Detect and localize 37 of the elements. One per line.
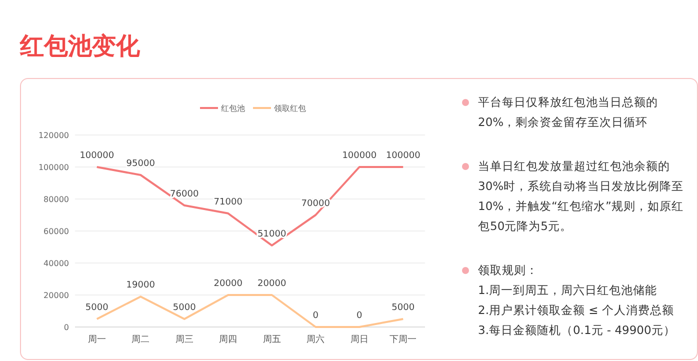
legend-label: 红包池 (221, 104, 245, 113)
x-tick-label: 周一 (88, 334, 106, 345)
legend-label: 领取红包 (274, 104, 306, 113)
data-label: 71000 (214, 197, 243, 208)
x-tick-label: 下周一 (390, 334, 417, 345)
x-tick-label: 周三 (175, 334, 194, 345)
x-tick-label: 周五 (262, 334, 281, 345)
data-label: 5000 (85, 303, 109, 313)
text: 平台每日仅释放红包池当日总额的20%，剩余资金留存至次日循环 (478, 95, 658, 129)
data-label: 20000 (214, 279, 243, 289)
chart-title: 红包池变化 (20, 31, 140, 62)
x-tick-label: 周日 (350, 334, 368, 345)
data-label: 95000 (126, 159, 156, 169)
y-tick-label: 100000 (38, 163, 69, 172)
text: 当单日红包发放量超过红包池余额的30%时，系统自动将当日发放比例降至10%，并触发“红包缩水”规则，如原红包50元降为5元。 (478, 159, 684, 233)
x-tick-label: 周四 (219, 334, 238, 345)
data-label: 5000 (172, 303, 196, 313)
data-label: 76000 (170, 189, 199, 200)
data-label: 100000 (80, 151, 114, 161)
line-series (96, 166, 404, 246)
text: 领取规则： 1.周一到周五，周六日红包池储能 2.用户累计领取金额 ≤ 个人消费总额 3.每日金额随机（0.1元 - 49900元） (478, 263, 676, 337)
x-tick-label: 周二 (132, 334, 150, 345)
data-label: 5000 (392, 303, 415, 313)
data-label: 100000 (342, 151, 377, 161)
y-tick-label: 60000 (44, 227, 69, 236)
y-tick-label: 0 (64, 323, 69, 332)
data-label: 0 (356, 311, 363, 321)
data-label: 100000 (386, 151, 421, 161)
data-label: 0 (312, 311, 319, 321)
y-tick-label: 20000 (44, 291, 69, 300)
x-tick-label: 周六 (306, 334, 325, 345)
y-tick-label: 120000 (38, 131, 69, 140)
y-tick-label: 80000 (44, 195, 69, 204)
data-label: 19000 (126, 280, 156, 291)
data-label: 20000 (258, 279, 286, 289)
y-tick-label: 40000 (44, 259, 69, 268)
data-label: 51000 (258, 229, 286, 240)
